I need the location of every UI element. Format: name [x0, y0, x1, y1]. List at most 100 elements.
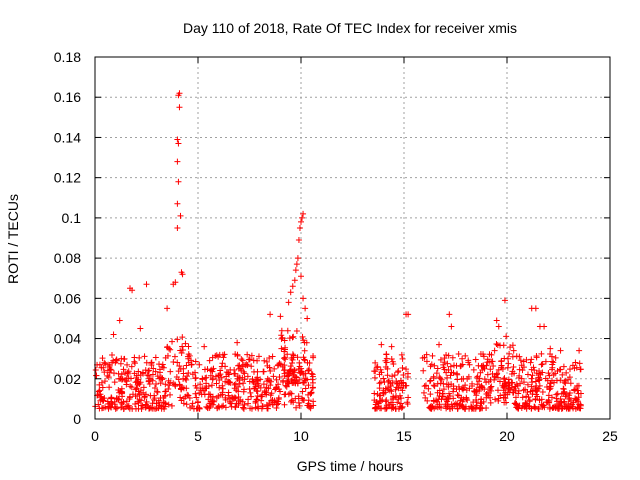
data-point	[539, 369, 546, 376]
data-point	[273, 404, 280, 411]
data-point	[454, 391, 461, 398]
data-point	[100, 364, 107, 371]
data-point	[166, 382, 173, 389]
data-point	[176, 362, 183, 369]
data-point	[225, 389, 232, 396]
data-point	[137, 372, 144, 379]
data-point	[285, 299, 292, 306]
data-point	[110, 331, 117, 338]
data-point	[478, 383, 485, 390]
data-point	[240, 368, 247, 375]
data-point	[131, 358, 138, 365]
data-point	[166, 345, 173, 352]
data-point	[403, 382, 410, 389]
x-tick-label: 25	[602, 428, 618, 444]
data-point	[174, 158, 181, 165]
data-point	[184, 353, 191, 360]
data-point	[574, 404, 581, 411]
data-point	[197, 381, 204, 388]
data-point	[253, 396, 260, 403]
data-point	[296, 369, 303, 376]
data-point	[469, 405, 476, 412]
data-point	[486, 351, 493, 358]
data-point	[268, 378, 275, 385]
data-point	[304, 315, 311, 322]
data-point	[300, 210, 307, 217]
data-point	[567, 397, 574, 404]
data-point	[535, 405, 542, 412]
data-point	[238, 356, 245, 363]
data-point	[423, 351, 430, 358]
data-point	[175, 140, 182, 147]
data-point	[306, 404, 313, 411]
data-point	[440, 386, 447, 393]
data-point	[445, 381, 452, 388]
data-point	[302, 375, 309, 382]
data-point	[441, 359, 448, 366]
data-point	[240, 405, 247, 412]
data-point	[281, 337, 288, 344]
data-point	[150, 365, 157, 372]
data-point	[512, 383, 519, 390]
data-point	[422, 382, 429, 389]
data-point	[225, 379, 232, 386]
data-point	[229, 395, 236, 402]
data-point	[496, 378, 503, 385]
data-point	[542, 358, 549, 365]
data-point	[494, 370, 501, 377]
data-point	[484, 371, 491, 378]
data-point	[539, 361, 546, 368]
data-point	[264, 378, 271, 385]
data-point	[237, 396, 244, 403]
data-point	[463, 387, 470, 394]
data-point	[183, 376, 190, 383]
data-point	[127, 375, 134, 382]
data-point	[573, 364, 580, 371]
data-point	[247, 389, 254, 396]
data-point	[177, 212, 184, 219]
y-tick-label: 0.12	[54, 170, 81, 186]
data-point	[491, 347, 498, 354]
data-point	[422, 394, 429, 401]
data-point	[536, 397, 543, 404]
data-point	[153, 380, 160, 387]
data-point	[495, 366, 502, 373]
data-point	[391, 372, 398, 379]
data-point	[572, 386, 579, 393]
x-tick-label: 5	[194, 428, 202, 444]
data-point	[388, 388, 395, 395]
data-point	[310, 402, 317, 409]
data-point	[390, 361, 397, 368]
data-point	[245, 356, 252, 363]
data-point	[506, 350, 513, 357]
data-point	[555, 402, 562, 409]
data-point	[450, 383, 457, 390]
data-point	[267, 311, 274, 318]
data-point	[298, 218, 304, 225]
data-point	[440, 380, 447, 387]
data-point	[149, 371, 156, 378]
data-point	[167, 368, 174, 375]
data-point	[479, 366, 486, 373]
data-point	[445, 352, 452, 359]
data-point	[281, 401, 288, 408]
data-point	[389, 379, 396, 386]
data-point	[433, 370, 440, 377]
data-point	[225, 378, 232, 385]
data-point	[196, 361, 203, 368]
data-point	[151, 385, 158, 392]
data-point	[459, 386, 466, 393]
data-point	[232, 351, 239, 358]
data-point	[382, 389, 389, 396]
data-point	[295, 393, 302, 400]
data-point	[104, 372, 111, 379]
data-point	[485, 378, 492, 385]
data-point	[540, 402, 547, 409]
data-point	[389, 373, 396, 380]
data-point	[282, 346, 289, 353]
data-point	[189, 400, 196, 407]
data-point	[167, 391, 174, 398]
data-point	[565, 394, 572, 401]
data-point	[518, 362, 525, 369]
data-point	[469, 380, 476, 387]
